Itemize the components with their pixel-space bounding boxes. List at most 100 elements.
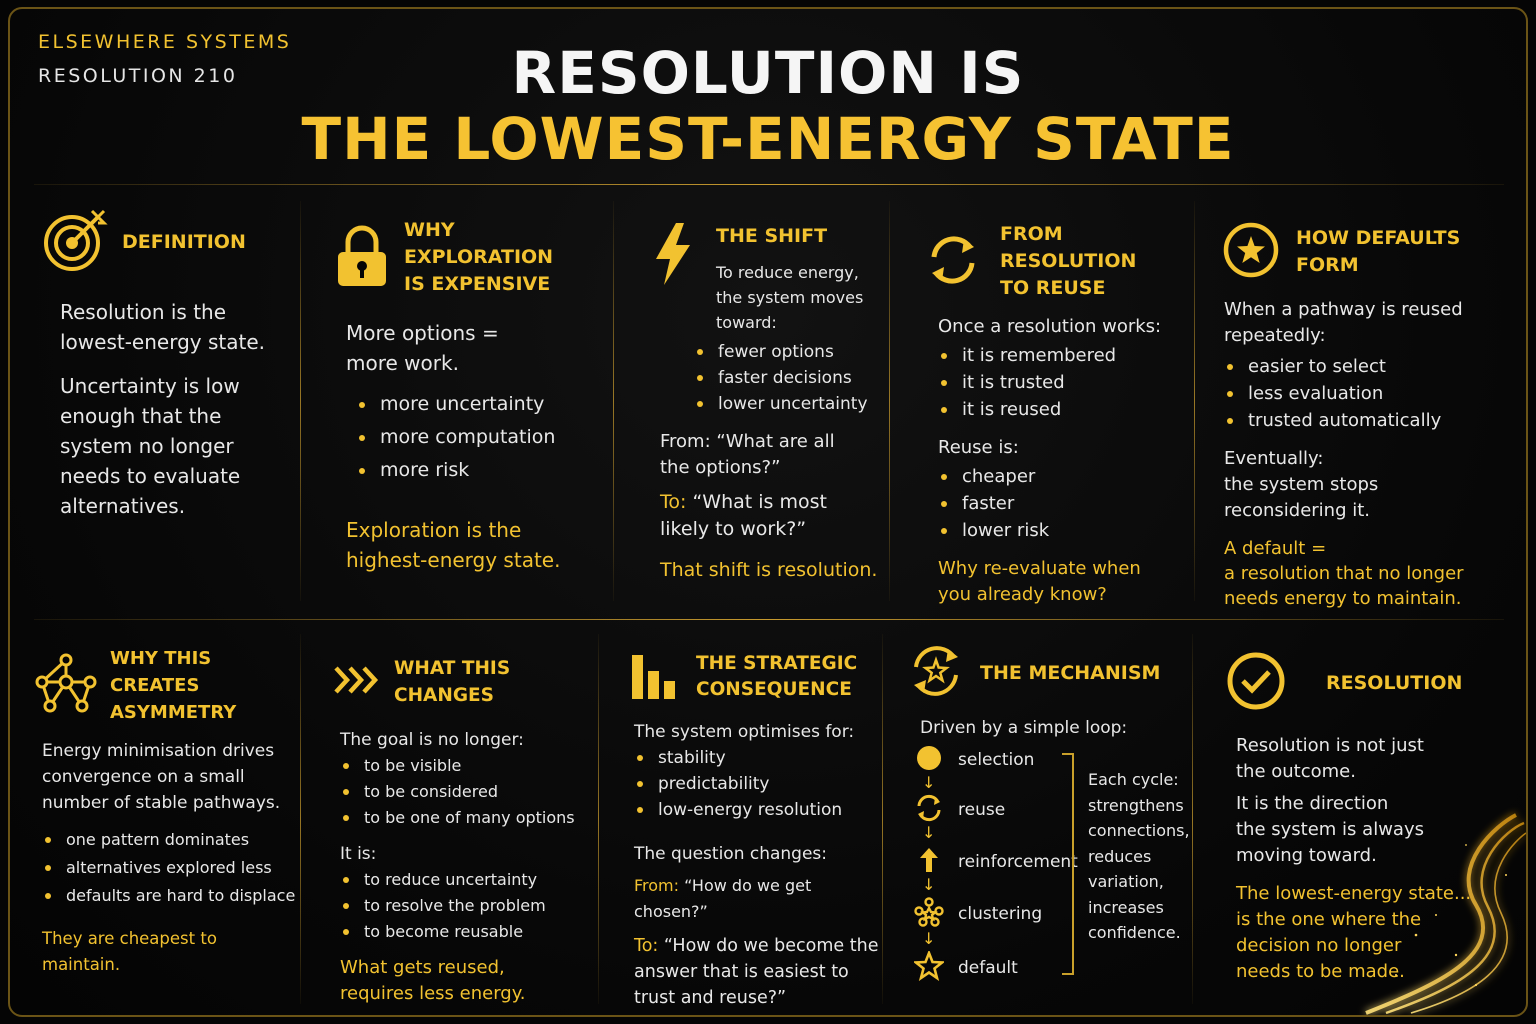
shift-head-text: THE SHIFT To reduce energy, the system m… (716, 221, 863, 335)
divider-top (34, 184, 1504, 185)
panel-shift: THE SHIFT To reduce energy, the system m… (650, 221, 886, 584)
definition-text-1: Resolution is the lowest-energy state. (60, 300, 265, 354)
changes-title: WHAT THIS CHANGES (394, 658, 511, 706)
divider-v1 (300, 201, 301, 601)
strategic-to-label: To: (634, 936, 659, 956)
defaults-intro: When a pathway is reused repeatedly: (1224, 299, 1463, 346)
list-item: to become reusable (340, 919, 594, 945)
list-item: lower risk (938, 517, 1188, 544)
list-item: less evaluation (1224, 380, 1522, 407)
loop-step-clustering: clustering (914, 897, 1042, 931)
panel-asymmetry: WHY THIS CREATES ASYMMETRY Energy minimi… (34, 645, 300, 978)
list-item: low-energy resolution (634, 797, 880, 823)
strategic-title: THE STRATEGIC CONSEQUENCE (696, 653, 858, 700)
list-item: to be visible (340, 753, 594, 779)
mechanism-intro: Driven by a simple loop: (920, 718, 1128, 738)
defaults-list: easier to select less evaluation trusted… (1224, 353, 1522, 434)
strategic-intro: The system optimises for: (634, 722, 855, 742)
panel-resolution: RESOLUTION Resolution is not just the ou… (1226, 651, 1516, 985)
resolution-text-1: Resolution is not just the outcome. (1236, 735, 1424, 782)
cycle-icon (914, 793, 944, 827)
panel-strategic-header: THE STRATEGIC CONSEQUENCE (630, 649, 880, 705)
title-line-2: THE LOWEST-ENERGY STATE (301, 105, 1235, 173)
mechanism-title: THE MECHANISM (980, 661, 1161, 684)
panel-exploration: WHY EXPLORATION IS EXPENSIVE More option… (334, 217, 604, 575)
definition-title: DEFINITION (122, 230, 246, 253)
list-item: it is reused (938, 396, 1188, 423)
changes-list-2: to reduce uncertainty to resolve the pro… (340, 867, 594, 945)
shift-to-text: “What is most likely to work?” (660, 491, 827, 540)
check-circle-icon (1226, 651, 1286, 715)
panel-defaults-header: HOW DEFAULTS FORM (1222, 221, 1522, 283)
star-circle-icon (1222, 221, 1280, 283)
strategic-list: stability predictability low-energy reso… (634, 745, 880, 823)
reuse-list-2: cheaper faster lower risk (938, 463, 1188, 544)
shift-list: fewer options faster decisions lower unc… (694, 339, 886, 417)
defaults-conclusion: A default = a resolution that no longer … (1224, 538, 1464, 609)
panel-asymmetry-header: WHY THIS CREATES ASYMMETRY (34, 645, 300, 726)
loop-step-reinforcement: reinforcement (914, 845, 1078, 879)
changes-list-1: to be visible to be considered to be one… (340, 753, 594, 831)
asymmetry-title: WHY THIS CREATES ASYMMETRY (110, 648, 237, 723)
lock-icon (334, 224, 390, 292)
defaults-mid: Eventually: the system stops reconsideri… (1224, 448, 1379, 521)
changes-intro: The goal is no longer: (340, 730, 524, 750)
arrow-down-icon: ↓ (922, 823, 936, 842)
loop-label: default (958, 958, 1018, 978)
exploration-conclusion: Exploration is the highest-energy state. (346, 518, 561, 572)
list-item: trusted automatically (1224, 407, 1522, 434)
divider-v8 (1192, 634, 1193, 1004)
arrow-down-icon: ↓ (922, 929, 936, 948)
loop-step-selection: selection (914, 743, 1034, 777)
list-item: easier to select (1224, 353, 1522, 380)
loop-label: reuse (958, 800, 1006, 820)
panel-defaults: HOW DEFAULTS FORM When a pathway is reus… (1222, 221, 1522, 611)
panel-mechanism-header: THE MECHANISM (906, 641, 1190, 705)
panel-changes-header: WHAT THIS CHANGES (332, 655, 594, 709)
network-icon (34, 652, 98, 720)
list-item: to be considered (340, 779, 594, 805)
asymmetry-conclusion: They are cheapest to maintain. (42, 929, 217, 974)
shift-to: To: “What is most likely to work?” (660, 489, 886, 543)
list-item: it is remembered (938, 342, 1188, 369)
list-item: lower uncertainty (694, 391, 886, 417)
chevrons-icon (332, 663, 382, 701)
list-item: faster decisions (694, 365, 886, 391)
list-item: cheaper (938, 463, 1188, 490)
infographic-frame: ELSEWHERE SYSTEMS RESOLUTION 210 RESOLUT… (8, 7, 1528, 1017)
definition-text-2: Uncertainty is low enough that the syste… (60, 374, 241, 518)
mechanism-loop: selection ↓ reuse ↓ reinforcement ↓ clus… (912, 743, 1084, 983)
divider-v4 (1194, 201, 1195, 601)
brand-block: ELSEWHERE SYSTEMS RESOLUTION 210 (38, 31, 291, 87)
panel-resolution-header: RESOLUTION (1226, 651, 1516, 715)
list-item: more risk (356, 454, 604, 487)
divider-v5 (300, 634, 301, 1004)
panel-reuse: FROM RESOLUTION TO REUSE Once a resoluti… (924, 221, 1188, 608)
shift-to-label: To: (660, 491, 687, 513)
panel-exploration-header: WHY EXPLORATION IS EXPENSIVE (334, 217, 604, 298)
reuse-mid: Reuse is: (938, 437, 1019, 458)
glowing-path-decoration (1365, 813, 1526, 1015)
reuse-conclusion: Why re-evaluate when you already know? (938, 558, 1141, 605)
loop-label: reinforcement (958, 852, 1078, 872)
strategic-to-text: “How do we become the answer that is eas… (634, 936, 879, 1008)
list-item: to reduce uncertainty (340, 867, 594, 893)
reuse-title: FROM RESOLUTION TO REUSE (1000, 223, 1137, 299)
dot-icon (914, 743, 944, 777)
reuse-list-1: it is remembered it is trusted it is reu… (938, 342, 1188, 423)
asymmetry-list: one pattern dominates alternatives explo… (42, 826, 300, 910)
loop-label: clustering (958, 904, 1043, 924)
list-item: one pattern dominates (42, 826, 300, 854)
strategic-from-label: From: (634, 876, 680, 895)
loop-bracket (1062, 753, 1074, 975)
panel-changes: WHAT THIS CHANGES The goal is no longer:… (332, 655, 594, 1007)
divider-v6 (598, 634, 599, 1004)
exploration-title: WHY EXPLORATION IS EXPENSIVE (404, 219, 554, 295)
list-item: to resolve the problem (340, 893, 594, 919)
list-item: faster (938, 490, 1188, 517)
panel-strategic: THE STRATEGIC CONSEQUENCE The system opt… (630, 649, 880, 1011)
arrow-down-icon: ↓ (922, 773, 936, 792)
divider-middle (34, 619, 1504, 620)
divider-v7 (882, 634, 883, 1004)
asymmetry-intro: Energy minimisation drives convergence o… (42, 741, 281, 813)
